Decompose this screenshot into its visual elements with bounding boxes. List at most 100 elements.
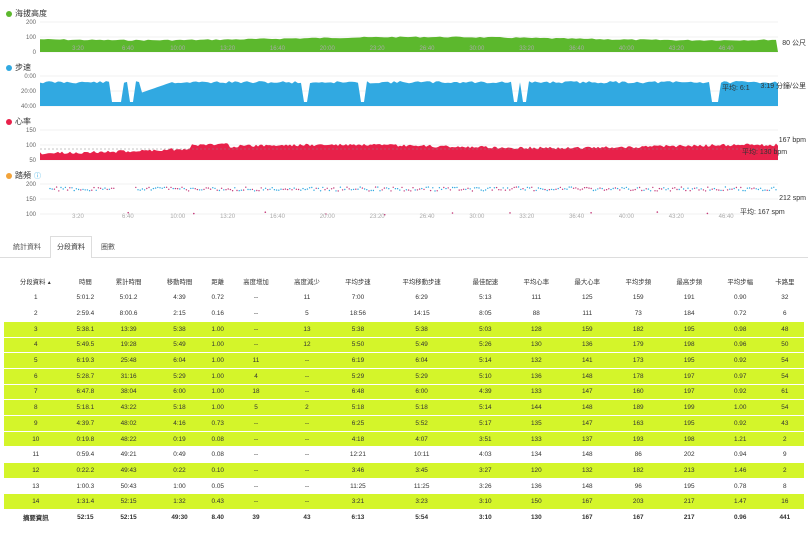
column-header[interactable]: 平均步頻 [625,278,652,286]
table-row[interactable]: 14 1:31.4 52:15 1:32 0.43 -- -- 3:21 3:23 3:10 150… [4,493,804,511]
cadence-point [682,188,685,190]
info-icon[interactable]: ⓘ [34,172,41,180]
cadence-point [724,186,727,188]
table-cell: 148 [561,399,613,416]
elevation-label: 海拔高度 [15,9,47,18]
column-header[interactable]: 平均移動步速 [402,278,441,286]
column-header[interactable]: 平均心率 [523,278,550,286]
tab-splits[interactable]: 分段資料 [50,236,92,258]
pace-chart[interactable]: 0:00 20:00 40:00 平均: 6:1 3:19 分鐘/公里 [0,62,808,116]
column-header[interactable]: 平均步速 [345,278,371,286]
table-row[interactable]: 8 5:18.1 43:22 5:18 1.00 5 2 5:18 5:18 5:14 144 148… [4,399,804,416]
y-tick-label: 200 [26,182,37,188]
table-row[interactable]: 4 5:49.5 19:28 5:49 1.00 -- 12 5:50 5:49 5:26 130 1… [4,337,804,354]
cadence-point [289,188,291,190]
table-row[interactable]: 11 0:59.4 49:21 0:49 0.08 -- -- 12:21 10:11 4:03 1… [4,446,804,464]
table-row[interactable]: 1 5:01.2 5:01.2 4:39 0.72 -- 11 7:00 6:29 5:13 111… [4,290,804,307]
summary-cell: 52:15 [103,509,155,526]
elevation-chart[interactable]: 200 100 0 3:20 6:40 10:00 13:20 16:40 20:00 23:20… [0,8,808,62]
cadence-point [88,190,91,192]
table-cell: 182 [612,321,664,338]
column-header[interactable]: 最佳配速 [472,278,499,286]
summary-cell: 441 [765,509,804,526]
cadence-point [715,189,718,191]
cadence-point [324,189,326,191]
cadence-point [425,186,427,188]
table-row[interactable]: 3 5:38.1 13:39 5:38 1.00 -- 13 5:38 5:38 5:03 128 1… [4,321,804,338]
table-cell: 5:01.2 [103,290,155,307]
table-cell: 203 [612,493,664,511]
cadence-point [718,189,720,191]
cadence-point [80,189,82,191]
cadence-point [328,189,331,192]
table-cell: 6:25 [332,415,384,432]
tab-stats[interactable]: 統計資料 [13,244,41,251]
table-cell: 88 [510,305,562,322]
table-cell: 2:15 [154,305,206,322]
cadence-point [260,187,262,189]
cadence-chart[interactable]: 200 150 100 3:20 6:40 10:00 13:20 16:40 20:00 23:… [0,170,808,226]
cadence-point [671,187,674,189]
x-tick-label: 3:20 [72,46,84,52]
table-cell: 96 [612,478,664,495]
column-header[interactable]: 分段資料 [4,272,68,290]
table-row[interactable]: 5 6:19.3 25:48 6:04 1.00 11 -- 6:19 6:04 5:14 132 1… [4,352,804,369]
column-header[interactable]: 高度減少 [294,278,320,286]
table-row[interactable]: 6 5:28.7 31:16 5:29 1.00 4 -- 5:29 5:29 5:10 136 14… [4,368,804,385]
cadence-point [269,188,271,190]
cadence-point [286,188,289,191]
table-row[interactable]: 13 1:00.3 50:43 1:00 0.05 -- -- 11:25 11:25 3:26 1… [4,478,804,495]
cadence-point [212,187,214,189]
table-cell: 31:16 [103,368,155,385]
cadence-point [590,187,592,190]
cadence-point [350,189,353,191]
cadence-point [262,189,265,191]
table-row[interactable]: 2 2:59.4 8:00.6 2:15 0.16 -- 5 18:56 14:15 8:05 88… [4,305,804,322]
column-header[interactable]: 距離 [211,278,225,286]
cadence-point [60,186,62,189]
column-header[interactable]: 平均步幅 [727,278,753,286]
cadence-point [597,188,599,190]
cadence-point [163,186,166,189]
table-row[interactable]: 9 4:39.7 48:02 4:16 0.73 -- -- 6:25 5:52 5:17 135 1… [4,415,804,432]
table-cell: 7 [4,384,68,401]
cadence-point [251,188,254,191]
cadence-point [352,188,355,191]
column-header[interactable]: 移動時間 [166,278,193,286]
table-cell: 2 [4,305,68,322]
cadence-point [548,189,551,191]
column-header[interactable]: 卡路里 [775,278,795,286]
hr-chart[interactable]: 150 100 50 平均: 130 bpm 167 bpm [0,116,808,170]
cadence-point [588,187,590,189]
cadence-point [150,189,152,191]
column-header[interactable]: 累計時間 [115,278,142,286]
table-cell: 148 [561,446,613,464]
column-header[interactable]: 最高步頻 [676,278,702,286]
table-cell: 3:45 [383,462,460,479]
table-row[interactable]: 10 0:19.8 48:22 0:19 0.08 -- -- 4:18 4:07 3:51 133… [4,431,804,448]
cadence-point [729,188,731,190]
table-row[interactable]: 12 0:22.2 49:43 0:22 0.10 -- -- 3:46 3:45 3:27 120… [4,462,804,479]
column-header[interactable]: 高度增加 [243,278,269,286]
x-tick-label: 46:40 [719,214,735,220]
cadence-point [427,186,430,188]
cadence-point [654,190,656,192]
cadence-point [454,186,456,189]
column-header[interactable]: 最大心率 [574,278,601,286]
tab-laps[interactable]: 圈數 [101,244,115,251]
table-cell: 1.00 [205,368,231,385]
table-cell: 0.90 [714,290,766,307]
cadence-point [577,188,579,190]
cadence-point [110,187,113,189]
cadence-point [179,188,181,190]
x-tick-label: 10:00 [170,214,186,220]
cadence-point [284,188,287,190]
table-cell: 0:49 [154,446,206,464]
table-cell: 0.08 [205,446,231,464]
table-cell: 4:07 [383,431,460,448]
column-header[interactable]: 時間 [78,278,92,286]
cadence-point [258,190,260,192]
table-row[interactable]: 7 6:47.8 38:04 6:00 1.00 18 -- 6:48 6:00 4:39 133 1… [4,384,804,401]
cadence-point [429,189,432,192]
table-header-row: 分段資料 時間 累計時間 移動時間 距離 高度增加 高度減少 平均步速 平均移動步速 最佳配速 平均… [4,272,804,290]
